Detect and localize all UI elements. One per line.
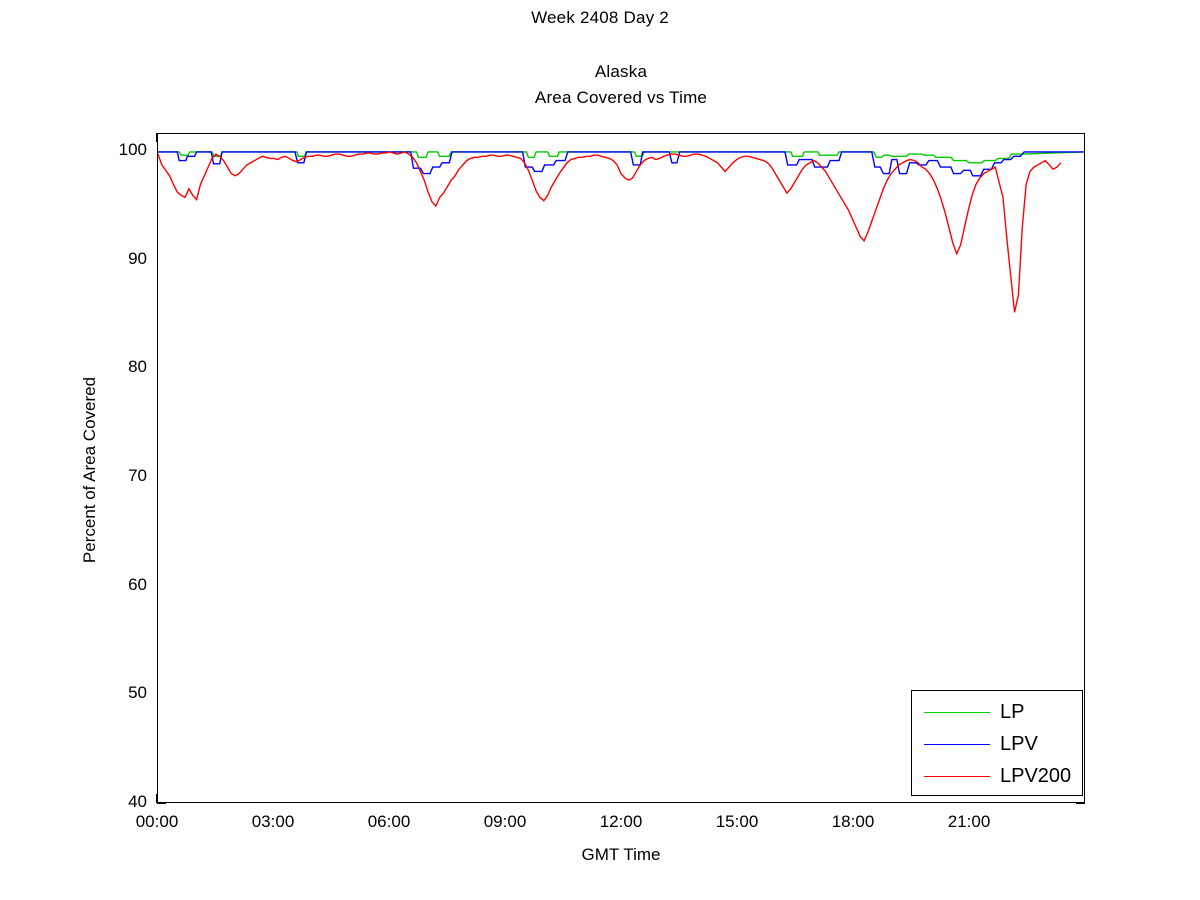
legend-entry-lpv200: LPV200	[912, 761, 1084, 793]
series-line-lpv200	[158, 152, 1061, 312]
y-tick-label: 50	[128, 683, 147, 703]
y-tick-label: 100	[118, 140, 147, 159]
axes-title-line1: Alaska	[594, 62, 648, 81]
x-tickmark	[156, 133, 158, 142]
x-tick-label: 12:00	[599, 812, 643, 831]
legend-entry-lp: LP	[912, 697, 1084, 729]
series-line-lpv	[158, 152, 1084, 176]
y-tick-label: 90	[128, 248, 147, 268]
y-tick-label: 70	[128, 466, 147, 485]
y-tick-label: 80	[128, 357, 147, 377]
y-tick-label: 40	[128, 792, 147, 811]
x-tick-label: 03:00	[251, 812, 295, 831]
axes-title-line2: Area Covered vs Time	[534, 88, 708, 107]
series-canvas	[158, 134, 1084, 802]
x-tick-label: 15:00	[715, 812, 759, 831]
legend-label-lp: LP	[1000, 701, 1025, 723]
legend-label-lpv200: LPV200	[1000, 765, 1072, 787]
y-tick-label: 60	[128, 574, 147, 594]
x-tickmark	[156, 794, 158, 803]
x-tick-label: 18:00	[831, 812, 875, 831]
legend-entry-lpv: LPV	[912, 729, 1084, 761]
legend-swatch-lpv200	[924, 776, 990, 777]
legend-swatch-lpv	[924, 744, 990, 745]
x-tick-label: 21:00	[947, 812, 991, 831]
x-tick-label: 06:00	[367, 812, 411, 831]
figure-suptitle: Week 2408 Day 2	[531, 8, 669, 27]
legend-swatch-lp	[924, 712, 990, 713]
legend-label-lpv: LPV	[1000, 733, 1038, 755]
legend-box: LP LPV LPV200	[911, 690, 1083, 796]
x-tick-label: 00:00	[135, 812, 179, 831]
x-axis-label: GMT Time	[581, 845, 661, 864]
x-tick-label: 09:00	[483, 812, 527, 831]
